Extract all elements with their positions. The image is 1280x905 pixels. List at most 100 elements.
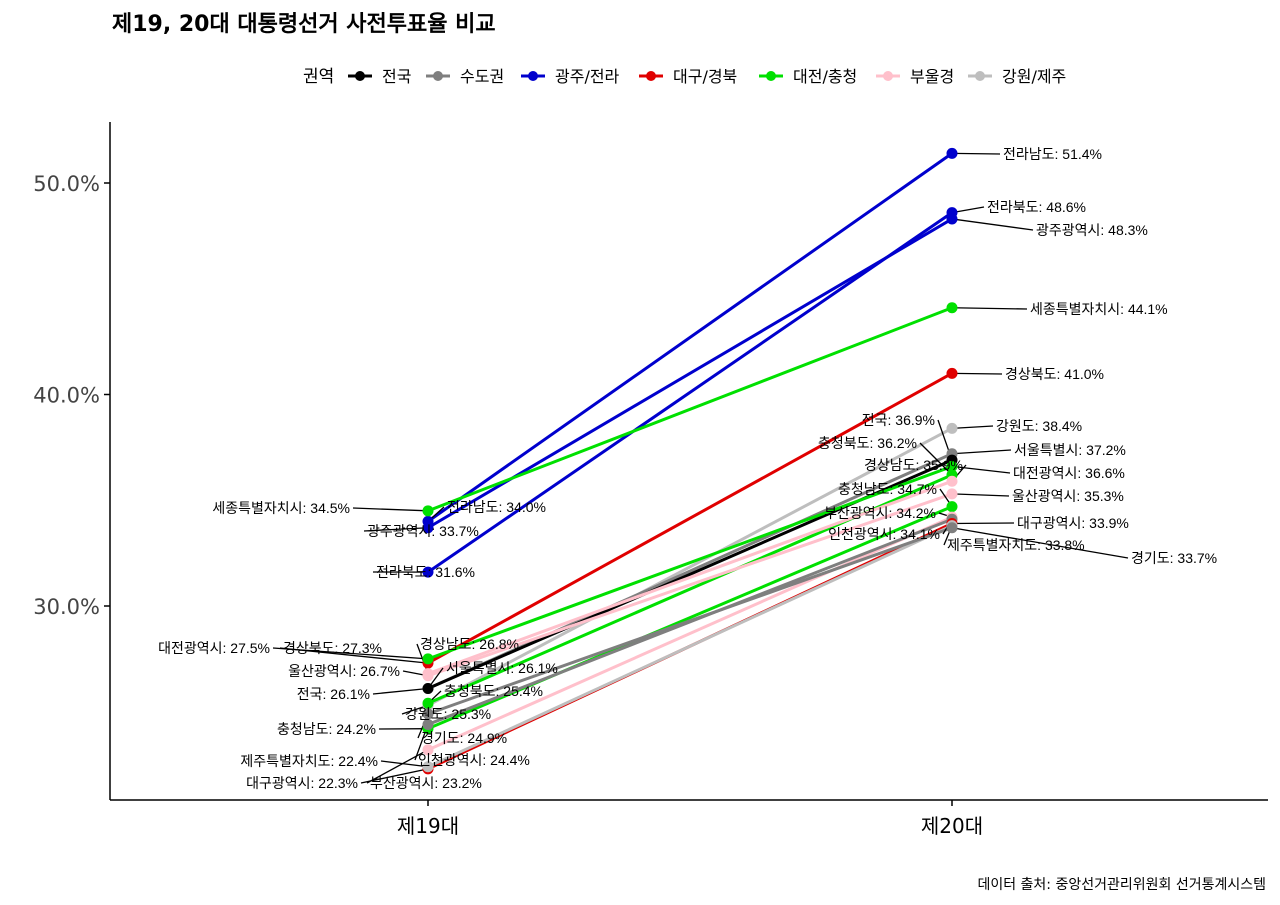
point-label: 울산광역시: 35.3%: [1012, 488, 1124, 504]
point-label: 충청북도: 36.2%: [818, 435, 917, 451]
y-tick-label: 50.0%: [33, 172, 100, 196]
label-leader-line: [951, 218, 1034, 231]
point-label: 경기도: 33.7%: [1131, 550, 1217, 566]
data-point: [422, 697, 434, 709]
point-label: 전국: 26.1%: [297, 686, 370, 702]
data-point: [422, 744, 434, 756]
point-label: 충청남도: 24.2%: [277, 721, 376, 737]
point-label: 인천광역시: 24.4%: [418, 752, 530, 768]
point-labels: 전라남도: 34.0% 전라남도: 51.4% 전라북도: 31.6% 전라북도: 4…: [158, 146, 1217, 791]
data-point: [422, 566, 434, 578]
caption: 데이터 출처: 중앙선거관리위원회 선거통계시스템: [977, 877, 1266, 893]
point-label: 충청북도: 25.4%: [444, 683, 543, 699]
data-point: [422, 522, 434, 534]
legend: 권역 전국 수도권 광주/전라 대구/경북 대전/충청 부울경 강원/제주: [303, 67, 1066, 87]
series-lines: [426, 151, 954, 771]
legend-entry-label: 대구/경북: [673, 67, 737, 86]
label-leader-line: [951, 522, 1015, 525]
legend-title: 권역: [303, 67, 334, 87]
series-line: [426, 426, 954, 707]
point-label: 서울특별시: 37.2%: [1014, 442, 1126, 458]
label-leader-line: [363, 527, 429, 532]
chart-title: 제19, 20대 대통령선거 사전투표율 비교: [112, 12, 496, 37]
point-label: 전라남도: 34.0%: [447, 499, 546, 515]
data-point: [946, 475, 958, 487]
data-point: [422, 670, 434, 682]
data-point: [422, 653, 434, 665]
point-label: 경상북도: 27.3%: [283, 640, 382, 656]
data-point: [422, 505, 434, 517]
point-label: 대전광역시: 27.5%: [158, 640, 270, 656]
tick-labels: 30.0% 40.0% 50.0% 제19대 제20대: [33, 172, 983, 838]
legend-key-point: [883, 71, 893, 81]
data-point: [422, 718, 434, 730]
point-label: 경상북도: 41.0%: [1005, 366, 1104, 382]
x-tick-label: 제19대: [397, 814, 459, 838]
label-leader-line: [951, 425, 994, 429]
y-tick-label: 40.0%: [33, 384, 100, 408]
data-point: [946, 501, 958, 513]
series-line: [426, 515, 954, 752]
label-leader-line: [360, 768, 429, 784]
point-label: 제주특별자치도: 33.8%: [947, 537, 1085, 553]
data-point: [946, 367, 958, 379]
data-point: [422, 708, 434, 720]
label-leader-line: [951, 152, 1001, 155]
legend-entry-label: 대전/충청: [793, 67, 857, 86]
data-point: [946, 488, 958, 500]
legend-entry-label: 부울경: [910, 67, 954, 86]
point-label: 서울특별시: 26.1%: [446, 660, 558, 676]
series-line: [426, 211, 954, 574]
legend-entry-label: 수도권: [460, 67, 504, 86]
point-label: 부산광역시: 34.2%: [824, 505, 936, 521]
y-tick-label: 30.0%: [33, 595, 100, 619]
data-point: [422, 761, 434, 773]
label-leader-line: [919, 442, 953, 476]
legend-key-point: [355, 71, 365, 81]
data-point: [946, 422, 958, 434]
data-points: [422, 147, 958, 775]
legend-key-point: [975, 71, 985, 81]
label-leader-line: [951, 493, 1010, 497]
legend-entry-label: 전국: [382, 67, 411, 86]
series-line: [426, 151, 954, 523]
series-line: [426, 524, 954, 769]
point-label: 광주광역시: 48.3%: [1036, 222, 1148, 238]
series-line: [426, 526, 954, 716]
point-label: 울산광역시: 26.7%: [288, 663, 400, 679]
point-label: 전라북도: 31.6%: [376, 564, 475, 580]
point-label: 경상남도: 26.8%: [420, 636, 519, 652]
point-label: 제주특별자치도: 22.4%: [240, 753, 378, 769]
label-leaders: [272, 152, 1129, 784]
point-label: 세종특별자치시: 44.1%: [1030, 301, 1168, 317]
label-leader-line: [352, 507, 429, 512]
point-label: 대구광역시: 33.9%: [1017, 515, 1129, 531]
label-leader-line: [366, 749, 429, 784]
point-label: 경기도: 24.9%: [421, 730, 507, 746]
series-line: [426, 464, 954, 661]
label-leader-line: [372, 687, 429, 695]
point-label: 전라북도: 48.6%: [987, 199, 1086, 215]
point-label: 대전광역시: 36.6%: [1013, 465, 1125, 481]
point-label: 충청남도: 34.7%: [838, 481, 937, 497]
point-label: 경상남도: 35.9%: [864, 457, 963, 473]
series-line: [426, 479, 954, 676]
label-leader-line: [272, 647, 429, 660]
label-leader-line: [951, 307, 1028, 310]
data-point: [946, 460, 958, 472]
point-label: 강원도: 25.3%: [405, 706, 491, 722]
data-point: [946, 213, 958, 225]
data-point: [946, 147, 958, 159]
legend-key-point: [766, 71, 776, 81]
series-line: [426, 306, 954, 513]
legend-entry-label: 강원/제주: [1002, 67, 1066, 86]
label-leader-line: [951, 465, 1011, 474]
point-label: 전국: 36.9%: [862, 412, 935, 428]
data-point: [946, 302, 958, 314]
axes: [109, 122, 1268, 801]
legend-key-point: [646, 71, 656, 81]
legend-key-point: [433, 71, 443, 81]
label-leader-line: [951, 449, 1012, 455]
legend-key-point: [528, 71, 538, 81]
